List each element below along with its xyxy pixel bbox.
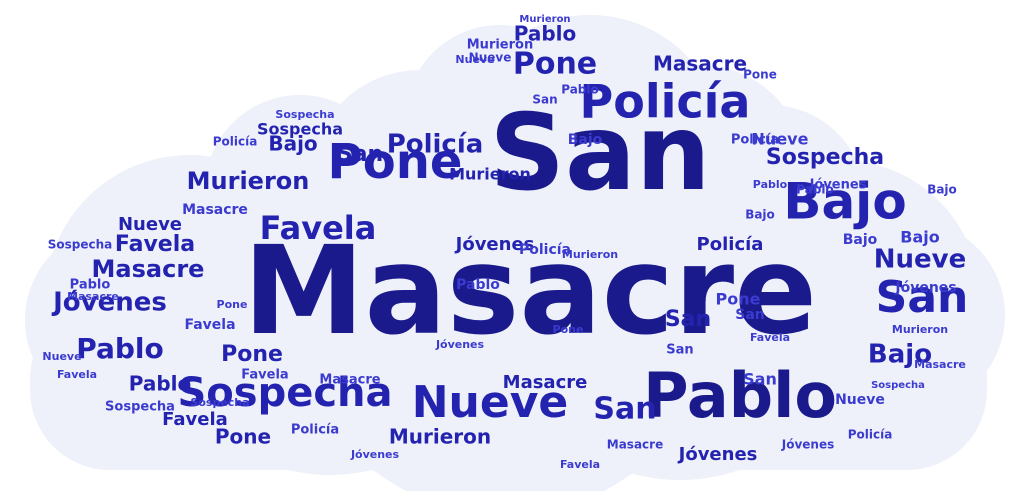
cloud-word: Bajo — [868, 340, 932, 370]
cloud-word: Masacre — [653, 52, 747, 76]
cloud-word: Sospecha — [48, 238, 113, 252]
cloud-word: Pablo — [70, 278, 111, 293]
cloud-word: Jóvenes — [781, 438, 835, 452]
cloud-word: Jóvenes — [435, 338, 485, 351]
cloud-word: Pablo — [129, 372, 192, 396]
cloud-word: Pone — [328, 134, 463, 190]
cloud-shape — [25, 15, 1005, 491]
cloud-word: Pablo — [456, 277, 500, 293]
cloud-word: Pone — [743, 68, 777, 82]
cloud-word: Bajo — [745, 208, 775, 222]
cloud-word: Policía — [387, 130, 484, 160]
cloud-word: Jóvenes — [454, 234, 535, 255]
cloud-word: Murieron — [449, 165, 531, 184]
cloud-word: Bajo — [843, 232, 878, 248]
cloud-word: San — [735, 307, 765, 323]
cloud-word: Favela — [115, 232, 195, 257]
cloud-word: Pone — [553, 323, 584, 336]
cloud-word: Policía — [848, 428, 893, 442]
cloud-word: Pablo — [561, 83, 599, 97]
cloud-word: Sospecha — [190, 396, 249, 409]
cloud-word: Murieron — [519, 14, 570, 25]
cloud-word: Nueve — [412, 377, 569, 428]
cloud-word: Masacre — [243, 220, 817, 362]
cloud-word: Bajo — [568, 132, 603, 148]
cloud-word: Pone — [215, 425, 271, 449]
cloud-word: Pone — [716, 290, 761, 309]
cloud-word: San — [532, 93, 557, 107]
cloud-word: Jóvenes — [350, 448, 400, 461]
cloud-word: San — [489, 92, 710, 214]
cloud-lobe — [675, 105, 865, 295]
cloud-word: Favela — [241, 368, 288, 383]
cloud-word: Masacre — [182, 202, 248, 218]
cloud-word: Pablo — [76, 332, 164, 365]
cloud-word: Favela — [260, 209, 377, 247]
cloud-word: Masacre — [92, 255, 205, 283]
cloud-word: Jóvenes — [677, 444, 758, 465]
cloud-word: Policía — [213, 135, 258, 149]
cloud-word: Murieron — [892, 323, 948, 336]
cloud-word: Sospecha — [177, 370, 392, 416]
cloud-word: Policía — [580, 75, 751, 129]
cloud-word: Policía — [697, 234, 764, 255]
cloud-word: Nueve — [874, 245, 967, 275]
cloud-word: Pablo — [796, 183, 834, 197]
cloud-word: Pablo — [753, 178, 788, 191]
cloud-word: Bajo — [783, 173, 906, 231]
cloud-word: Policía — [731, 133, 779, 148]
cloud-word: Pablo — [643, 359, 837, 432]
cloud-word: Favela — [162, 409, 228, 430]
cloud-word: San — [876, 272, 969, 323]
cloud-word: Favela — [184, 317, 235, 333]
cloud-word: Jóvenes — [894, 280, 956, 296]
cloud-word: Murieron — [562, 248, 618, 261]
cloud-word: Bajo — [900, 228, 939, 247]
cloud-word: Nueve — [835, 392, 885, 408]
cloud-word: San — [665, 307, 711, 332]
cloud-word: Bajo — [927, 183, 957, 197]
cloud-word: Nueve — [118, 214, 182, 235]
cloud-word: Nueve — [455, 53, 494, 66]
cloud-word: San — [337, 142, 383, 167]
cloud-word: Masacre — [607, 438, 663, 452]
cloud-word: Sospecha — [257, 120, 343, 139]
cloud-word: San — [666, 343, 693, 358]
cloud-word: Policía — [519, 242, 571, 258]
cloud-lobe — [405, 25, 595, 215]
cloud-word: San — [743, 370, 777, 389]
cloud-word: Murieron — [389, 425, 491, 449]
cloud-word: Favela — [57, 368, 97, 381]
cloud-word: Nueve — [752, 130, 809, 149]
cloud-word: Masacre — [914, 358, 966, 371]
cloud-word: Pone — [221, 342, 283, 367]
cloud-word: Jóvenes — [51, 288, 167, 318]
cloud-word: Policía — [291, 423, 339, 438]
cloud-word: Masacre — [503, 372, 588, 393]
cloud-word: Murieron — [187, 167, 310, 195]
cloud-word: Pablo — [514, 22, 577, 46]
cloud-word: Sospecha — [275, 108, 334, 121]
cloud-word: Favela — [750, 331, 790, 344]
cloud-word: Sospecha — [105, 400, 175, 415]
words-layer: MasacreSanPabloNuevePolicíaBajoSospechaP… — [42, 14, 968, 471]
cloud-word: Pone — [217, 298, 248, 311]
cloud-word: Masacre — [319, 373, 380, 388]
cloud-word: Favela — [560, 458, 600, 471]
cloud-word: Sospecha — [766, 145, 884, 170]
cloud-word: Nueve — [469, 51, 512, 65]
cloud-base — [30, 300, 987, 470]
cloud-word: Masacre — [67, 290, 119, 303]
cloud-word: Pone — [513, 47, 597, 82]
cloud-word: Sospecha — [871, 380, 925, 391]
cloud-word: Bajo — [268, 132, 317, 156]
cloud-word: Nueve — [42, 350, 81, 363]
cloud-word: Jóvenes — [809, 178, 867, 193]
cloud-word: San — [593, 392, 656, 427]
cloud-word: Murieron — [467, 38, 533, 53]
